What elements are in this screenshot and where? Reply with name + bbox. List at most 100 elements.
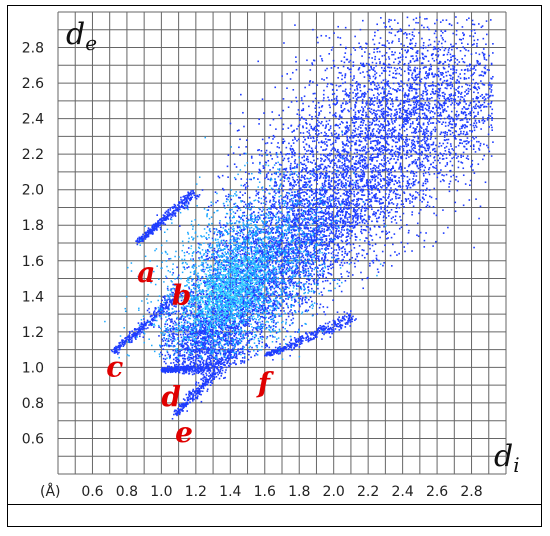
data-point xyxy=(294,218,296,221)
data-point xyxy=(413,146,415,149)
data-point xyxy=(182,319,185,321)
data-point xyxy=(289,168,292,170)
data-point xyxy=(272,196,274,199)
data-point xyxy=(357,109,360,112)
data-point xyxy=(425,115,428,118)
data-point xyxy=(464,183,467,185)
data-point xyxy=(347,127,350,129)
data-point xyxy=(455,179,457,181)
data-point xyxy=(365,151,367,154)
data-point xyxy=(182,360,185,362)
data-point xyxy=(272,188,274,191)
data-point xyxy=(302,126,304,129)
data-point xyxy=(287,160,290,163)
data-point xyxy=(235,166,238,168)
data-point xyxy=(330,216,332,218)
data-point xyxy=(278,163,281,166)
data-point xyxy=(186,346,188,349)
data-point xyxy=(455,115,458,118)
data-point xyxy=(197,242,200,245)
data-point xyxy=(251,346,253,349)
data-point xyxy=(358,133,360,136)
data-point xyxy=(460,91,463,94)
data-point xyxy=(353,195,356,198)
data-point xyxy=(395,116,397,119)
data-point xyxy=(398,206,401,209)
data-point xyxy=(416,165,419,168)
data-point xyxy=(387,168,390,170)
data-point xyxy=(236,232,238,235)
data-point xyxy=(204,333,207,336)
data-point xyxy=(204,330,207,332)
data-point xyxy=(454,134,456,137)
data-point xyxy=(426,108,428,111)
data-point xyxy=(346,168,349,171)
data-point xyxy=(408,87,411,90)
data-point xyxy=(455,42,457,45)
data-point xyxy=(378,149,380,151)
data-point xyxy=(291,204,294,207)
data-point xyxy=(334,215,337,217)
data-point xyxy=(394,113,396,115)
data-point xyxy=(233,354,236,357)
data-point xyxy=(325,189,327,192)
data-point xyxy=(369,101,372,103)
data-point xyxy=(428,173,431,176)
data-point xyxy=(396,204,398,207)
data-point xyxy=(174,350,177,352)
data-point xyxy=(248,172,250,175)
data-point xyxy=(444,108,446,110)
data-point xyxy=(257,191,260,194)
data-point xyxy=(271,269,273,272)
data-point xyxy=(333,249,335,251)
data-point xyxy=(330,215,333,217)
data-point xyxy=(296,331,299,333)
data-point xyxy=(372,184,375,187)
data-point xyxy=(271,244,273,246)
data-point xyxy=(380,186,383,189)
data-point xyxy=(401,125,404,127)
data-point xyxy=(315,173,317,176)
data-point xyxy=(383,120,386,123)
data-point xyxy=(339,207,342,209)
data-point xyxy=(479,106,482,109)
data-point xyxy=(351,79,354,81)
data-point xyxy=(200,306,203,308)
data-point xyxy=(211,316,214,319)
data-point xyxy=(299,276,302,279)
data-point xyxy=(442,91,445,94)
data-point xyxy=(239,154,241,156)
data-point xyxy=(244,323,247,326)
data-point xyxy=(199,341,201,344)
data-point xyxy=(470,109,473,112)
data-point xyxy=(382,216,385,219)
data-point xyxy=(347,165,349,167)
data-point xyxy=(479,205,482,208)
data-point xyxy=(333,164,336,167)
data-point xyxy=(416,164,418,167)
data-point xyxy=(399,117,402,120)
data-point xyxy=(244,242,247,245)
data-point xyxy=(355,80,358,83)
data-point xyxy=(411,42,413,45)
data-point xyxy=(314,107,317,110)
data-point xyxy=(370,200,372,202)
data-point xyxy=(347,96,350,98)
data-point xyxy=(342,163,345,166)
data-point xyxy=(337,192,340,194)
data-point xyxy=(283,157,286,160)
data-point xyxy=(427,171,430,174)
data-point xyxy=(403,102,405,104)
data-point xyxy=(221,300,224,303)
data-point xyxy=(250,241,252,244)
data-point xyxy=(214,272,217,275)
data-point xyxy=(335,181,338,183)
data-point xyxy=(279,206,281,209)
data-point xyxy=(341,214,344,217)
data-point xyxy=(317,197,320,200)
data-point xyxy=(262,206,264,209)
data-point xyxy=(357,175,360,178)
data-point xyxy=(407,72,410,74)
data-point xyxy=(274,181,276,184)
data-point xyxy=(328,215,331,218)
